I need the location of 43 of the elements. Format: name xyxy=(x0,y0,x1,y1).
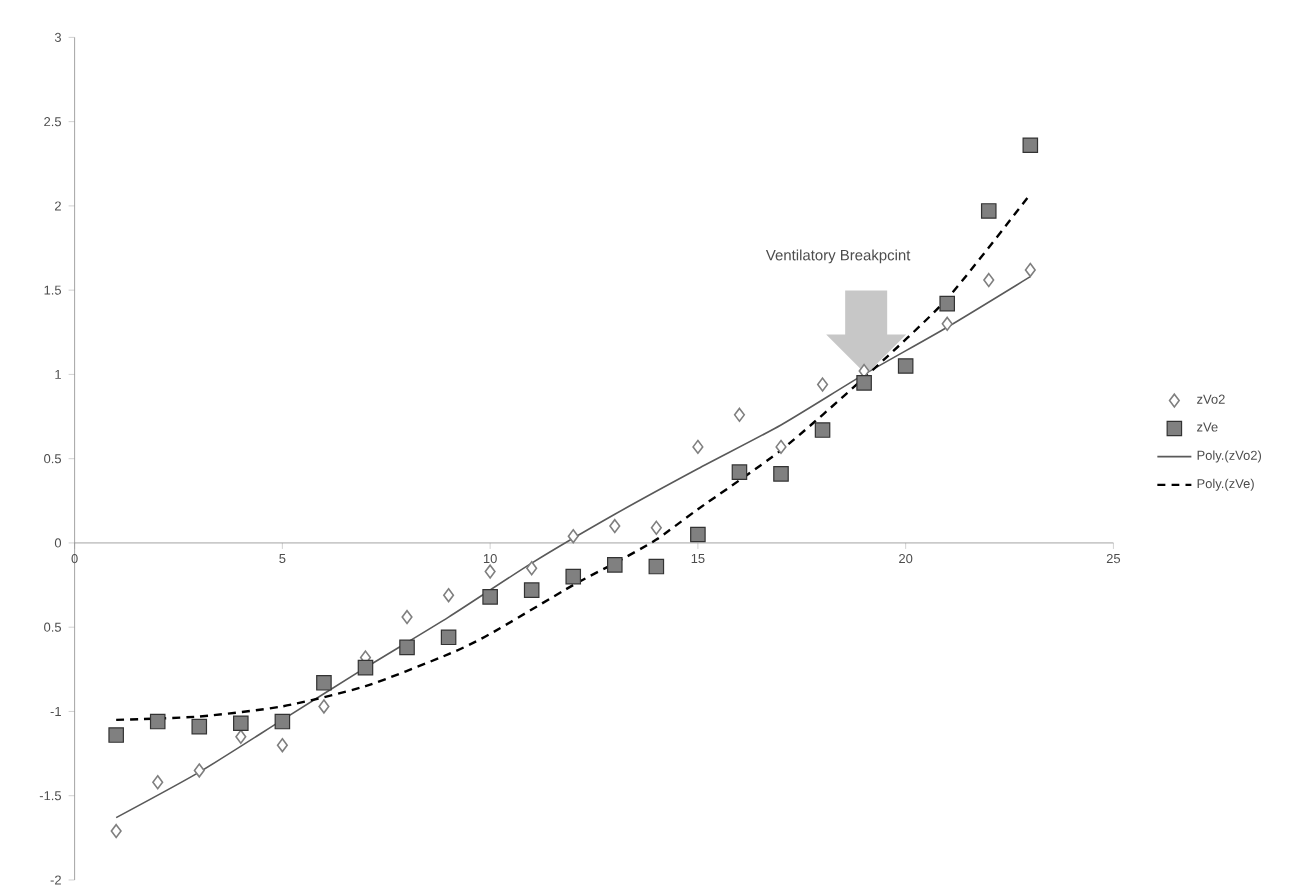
point xyxy=(648,558,665,575)
point xyxy=(941,316,953,332)
point xyxy=(897,358,914,374)
point xyxy=(814,422,831,438)
point xyxy=(567,528,579,544)
point xyxy=(442,587,455,603)
point xyxy=(191,718,208,735)
point xyxy=(609,518,621,534)
point xyxy=(565,568,582,585)
point xyxy=(523,582,540,598)
point xyxy=(775,439,787,455)
point xyxy=(193,763,205,778)
point xyxy=(235,729,247,744)
point xyxy=(316,675,332,691)
point xyxy=(980,203,997,219)
point xyxy=(690,526,706,543)
point xyxy=(773,466,789,482)
point xyxy=(816,377,829,392)
point xyxy=(692,439,704,455)
point xyxy=(440,629,457,646)
point xyxy=(149,713,166,730)
point xyxy=(733,407,746,423)
point xyxy=(318,699,330,714)
point xyxy=(1024,262,1036,278)
point xyxy=(274,713,291,730)
point xyxy=(526,561,538,576)
point xyxy=(731,464,748,480)
point xyxy=(152,775,164,790)
point xyxy=(484,564,496,579)
point xyxy=(276,737,288,753)
point xyxy=(607,557,623,573)
point xyxy=(482,589,498,605)
point xyxy=(401,609,413,625)
point xyxy=(939,295,955,312)
point xyxy=(108,727,124,743)
point xyxy=(983,272,995,288)
point xyxy=(856,375,872,391)
point xyxy=(650,520,662,535)
point xyxy=(399,639,415,656)
point xyxy=(1022,137,1039,154)
point xyxy=(357,659,374,676)
point xyxy=(110,823,122,839)
point xyxy=(233,715,249,732)
